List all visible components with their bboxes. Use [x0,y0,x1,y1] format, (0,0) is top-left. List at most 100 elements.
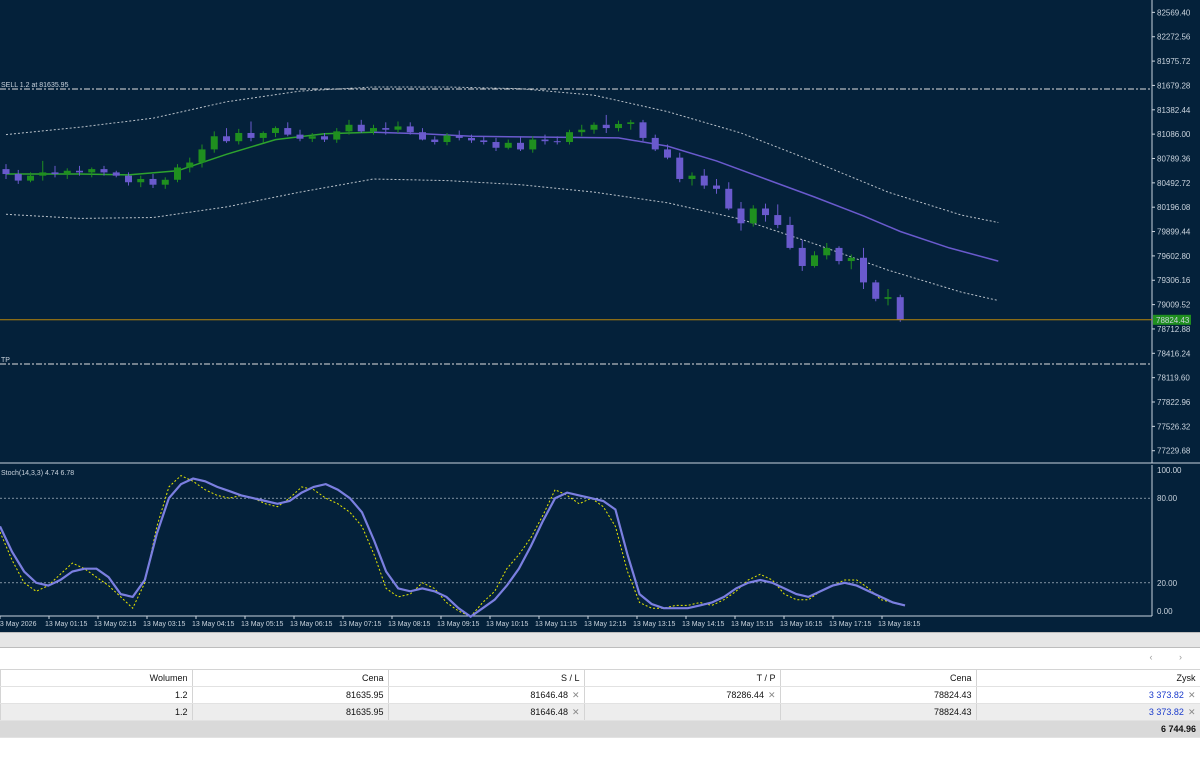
col-header-sl[interactable]: S / L [388,669,585,687]
candle-body [700,175,708,186]
stochastic-panel: Stoch(14,3,3) 4.74 6.78 100.00 80.00 20.00 0… [0,466,1182,618]
price-tick-label: 79602.80 [1157,252,1191,261]
price-tick-label: 81975.72 [1157,57,1191,66]
price-tick-label: 80492.72 [1157,179,1191,188]
stoch-signal-line [0,475,906,618]
table-row[interactable]: 1.2 81635.95 81646.48 ✕ 78824.43 3 373.82… [0,703,1200,721]
col-header-open-price[interactable]: Cena [192,669,389,687]
candle-body [590,124,598,130]
profit-value: 3 373.82 [1148,689,1184,700]
time-tick-label: 13 May 13:15 [633,621,676,628]
candle-body [737,208,745,224]
remove-sl-icon[interactable]: ✕ [571,706,580,717]
candle-body [602,124,610,129]
time-tick-label: 13 May 15:15 [731,621,774,628]
time-axis: 13 May 2026 13 May 01:15 13 May 02:15 13 Ma… [0,616,921,628]
tp-value: 78286.44 [726,689,764,700]
candle-body [14,174,22,181]
sl-value: 81646.48 [530,706,568,717]
candle-body [272,128,279,133]
candle-body [835,247,843,262]
price-tick-label: 77526.32 [1157,422,1191,431]
price-tick-label: 77822.96 [1157,398,1191,407]
candle-body [798,247,806,266]
sl-value: 81646.48 [530,689,568,700]
candle-body [847,257,855,262]
candle-body [198,149,206,163]
candle-body [100,169,108,173]
candle-body [357,124,365,132]
candle-body [406,126,414,133]
stoch-tick-label: 0.00 [1157,607,1173,616]
positions-table: Wolumen Cena S / L T / P Cena Zysk 1.2 8… [0,669,1200,738]
trade-lines: SELL 1.2 at 81635.95 TP 78824.43 [0,82,1191,365]
candle-body [296,134,304,139]
col-header-volume[interactable]: Wolumen [0,669,193,687]
candle-body [651,137,659,150]
candle-body [774,215,782,225]
remove-sl-icon[interactable]: ✕ [571,689,580,700]
candle-body [186,162,194,168]
candles [2,114,904,322]
col-header-profit[interactable]: Zysk [976,669,1200,687]
candle-body [811,255,818,266]
candle-body [419,132,426,140]
current-price-label: 78824.43 [1156,316,1190,325]
price-tick-label: 82569.40 [1157,8,1191,17]
cell-price: 78824.43 [780,686,977,704]
col-header-tp[interactable]: T / P [584,669,781,687]
chart-grid [0,0,1200,617]
candle-body [529,139,537,150]
candle-body [468,137,475,141]
candle-body [872,282,880,299]
candle-body [137,178,145,183]
candle-body [884,297,892,299]
tab-scroll-arrows[interactable]: ‹ › [1149,652,1194,662]
cell-sl: 81646.48 ✕ [388,686,585,704]
candle-body [896,297,904,320]
toolbox-trade-panel: ‹ › Wolumen Cena S / L T / P Cena Zysk 1… [0,648,1200,761]
stoch-tick-label: 80.00 [1157,494,1178,503]
time-tick-label: 13 May 09:15 [437,621,480,628]
candle-body [2,169,10,175]
chart-window[interactable]: SELL 1.2 at 81635.95 TP 78824.43 82569.40 8… [0,0,1200,632]
table-row[interactable]: 1.2 81635.95 81646.48 ✕ 78286.44 ✕ 78824.4… [0,686,1200,704]
candle-body [553,141,561,143]
time-tick-label: 13 May 12:15 [584,621,627,628]
candle-body [517,142,524,150]
cell-sl: 81646.48 ✕ [388,703,585,721]
remove-tp-icon[interactable]: ✕ [767,689,776,700]
total-row: 6 744.96 [0,720,1200,738]
candle-body [149,178,157,185]
time-tick-label: 13 May 16:15 [780,621,823,628]
candle-body [210,136,218,150]
candle-body [174,167,181,180]
moving-average-down-line [373,131,999,262]
price-tick-label: 78712.88 [1157,325,1191,334]
envelope-upper-line [5,86,999,223]
candle-body [504,142,512,148]
candle-body [88,169,96,173]
candle-body [235,132,243,142]
envelope-bands [5,86,999,301]
candle-body [333,131,341,140]
cell-price: 78824.43 [780,703,977,721]
cell-open-price: 81635.95 [192,703,389,721]
candle-body [394,126,402,130]
price-tick-label: 80789.36 [1157,154,1191,163]
col-header-price[interactable]: Cena [780,669,977,687]
candle-body [443,135,451,143]
candle-body [615,123,622,129]
candle-body [627,122,635,124]
envelope-lower-line [5,178,999,301]
close-position-icon[interactable]: ✕ [1187,706,1196,717]
time-tick-label: 13 May 11:15 [535,621,577,628]
close-position-icon[interactable]: ✕ [1187,689,1196,700]
current-price-tag [1153,314,1191,325]
cell-open-price: 81635.95 [192,686,389,704]
panel-separator[interactable] [0,632,1200,648]
candle-body [308,136,316,139]
time-tick-label: 13 May 06:15 [290,621,333,628]
price-tick-label: 78416.24 [1157,349,1191,358]
